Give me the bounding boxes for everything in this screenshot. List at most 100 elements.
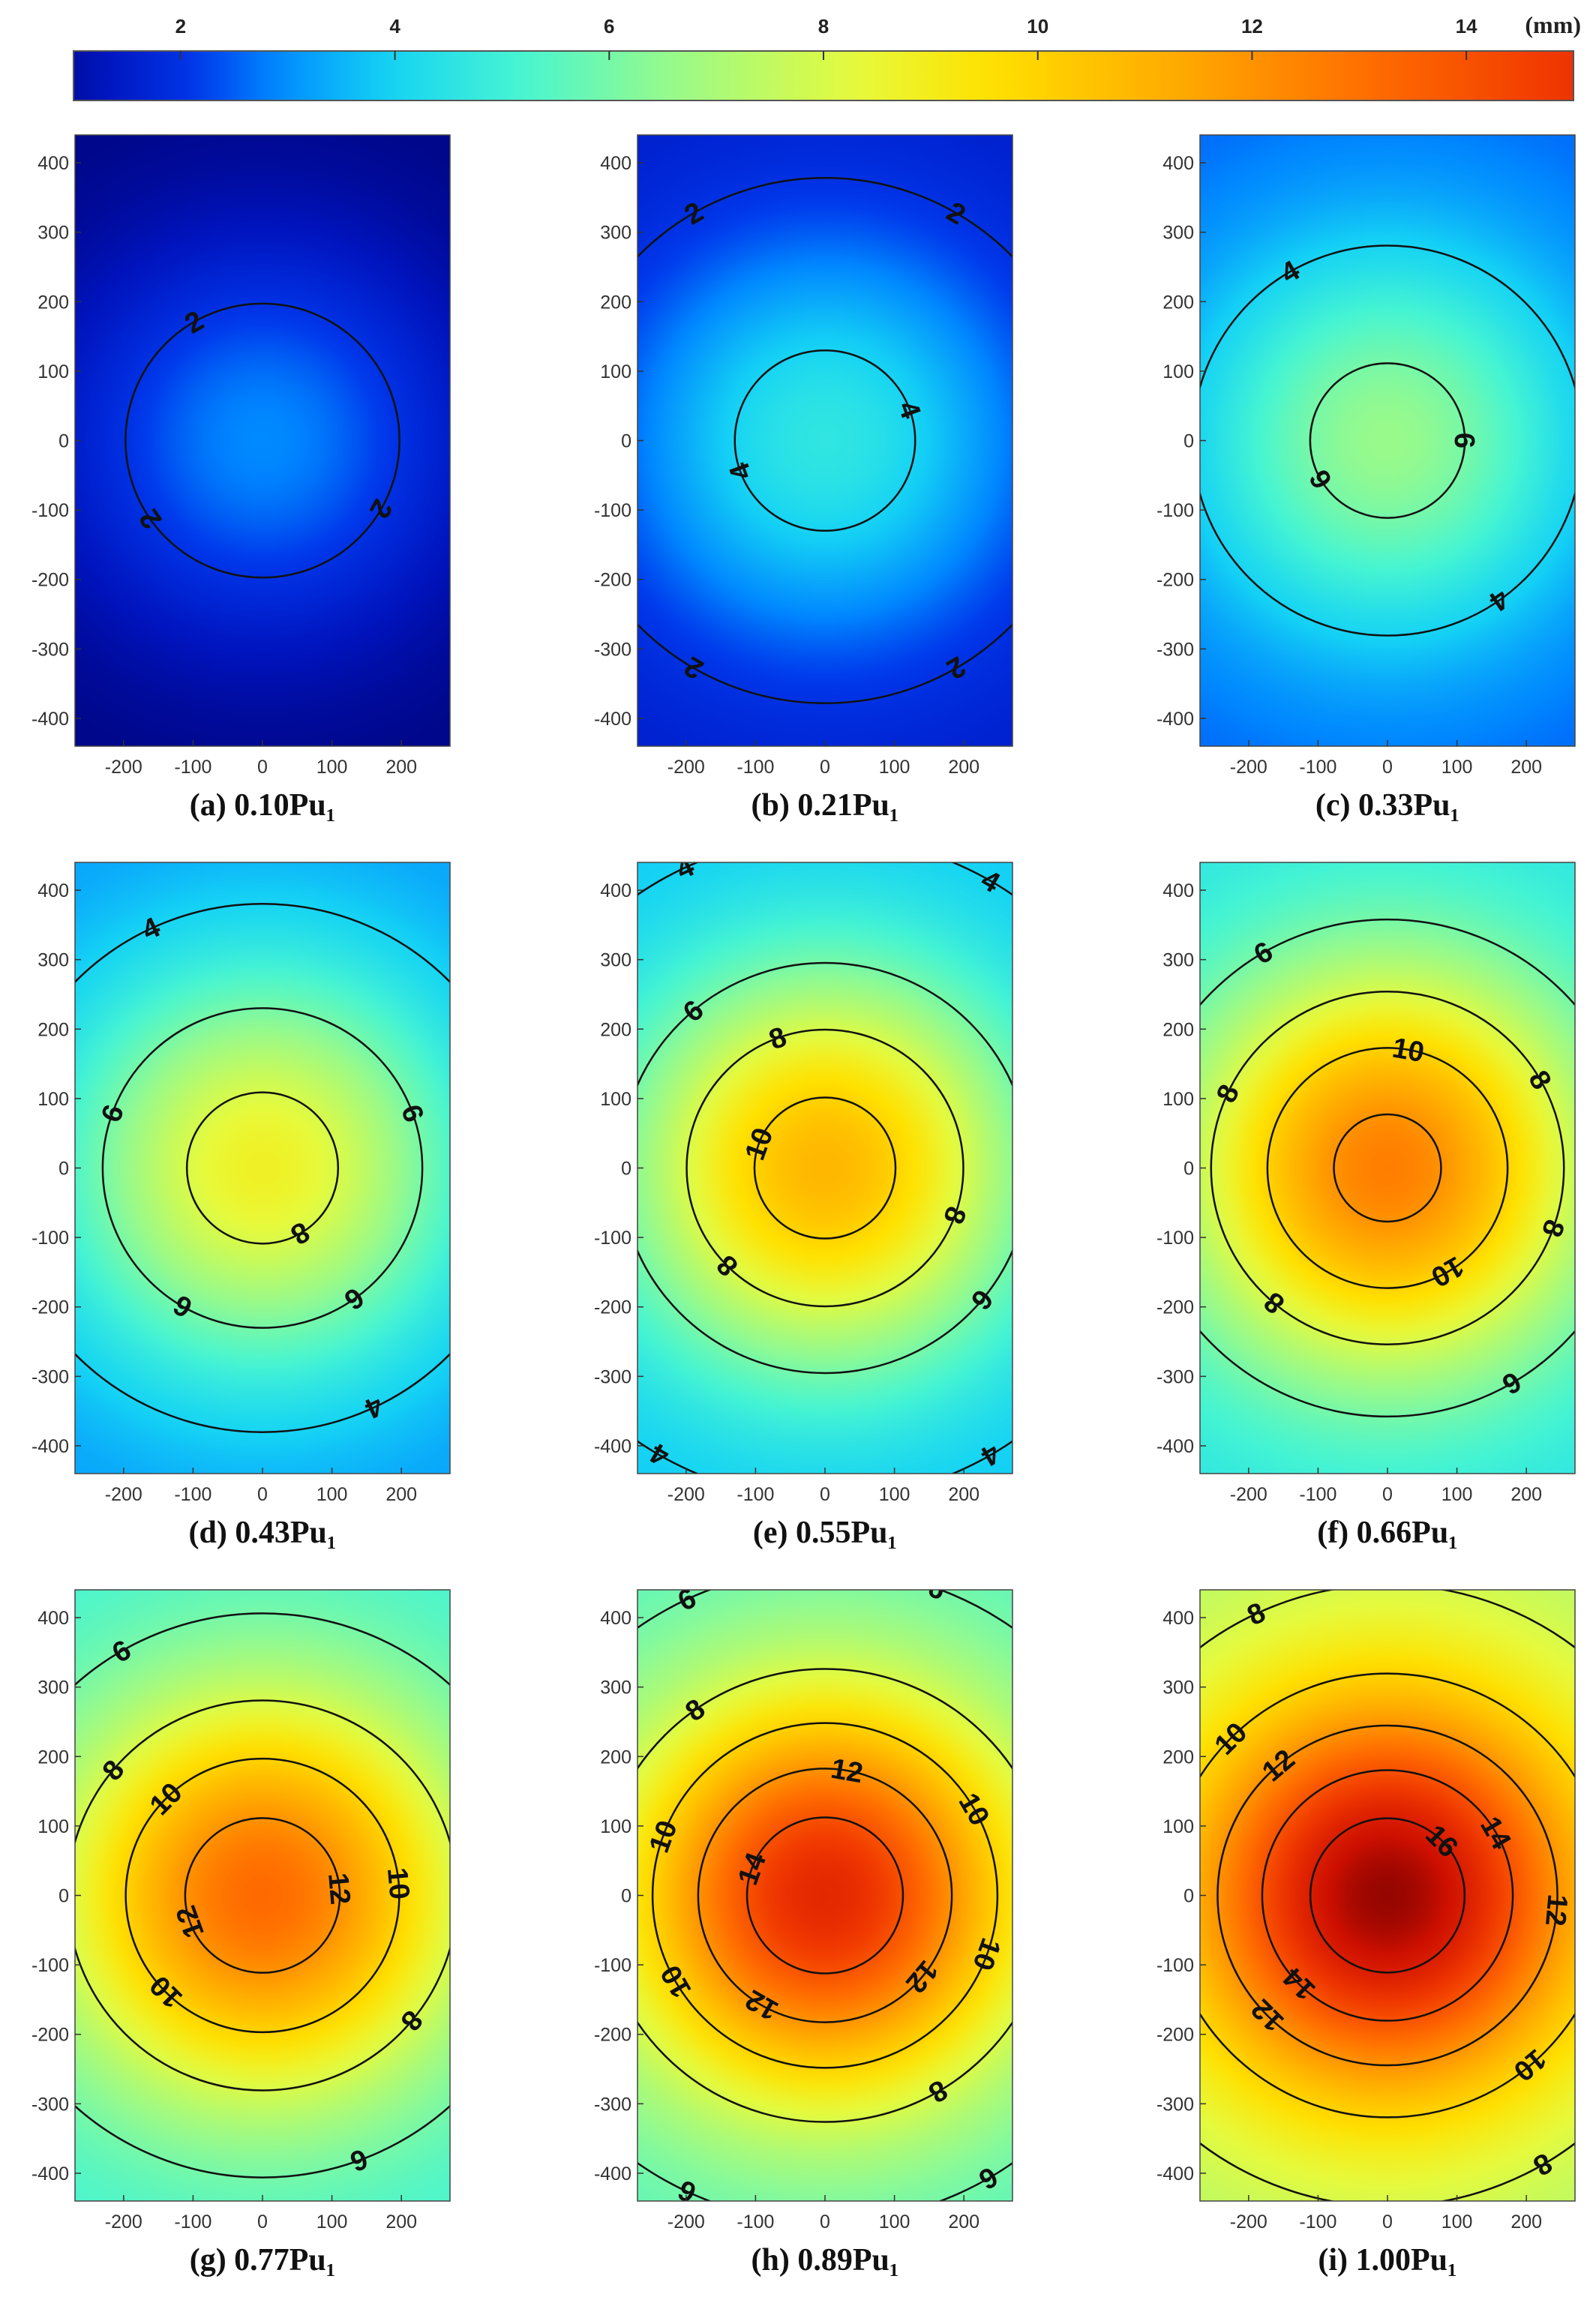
y-tick-label: 300	[1162, 1678, 1194, 1699]
y-tick-label: 100	[38, 1089, 69, 1110]
panel-caption: (f) 0.66Pu₁	[1317, 1516, 1458, 1550]
y-tick-label: -200	[594, 1297, 632, 1318]
y-tick-label: -200	[32, 2025, 69, 2046]
x-tick-label: 100	[316, 757, 348, 778]
y-tick-label: 400	[38, 1608, 69, 1629]
panel-caption: (c) 0.33Pu₁	[1316, 788, 1460, 823]
y-tick-label: 100	[38, 1816, 69, 1837]
x-tick-label: 0	[820, 1484, 830, 1505]
y-tick-label: 400	[600, 1608, 632, 1629]
contour-line	[638, 177, 1012, 704]
y-tick-label: -300	[594, 639, 632, 660]
y-tick-label: 400	[1162, 153, 1194, 174]
x-tick-label: 100	[1442, 1484, 1473, 1505]
y-tick-label: -300	[1156, 2094, 1194, 2115]
x-tick-label: 0	[257, 2212, 268, 2233]
x-tick-label: 0	[820, 2212, 830, 2233]
y-tick-label: 300	[1162, 950, 1194, 971]
x-tick-label: 200	[948, 1484, 980, 1505]
x-tick-label: 200	[948, 2212, 980, 2233]
y-tick-label: 0	[621, 431, 632, 452]
heatmap-field	[638, 135, 1012, 746]
panel-caption: (g) 0.77Pu₁	[190, 2243, 336, 2278]
x-tick-label: -100	[174, 1484, 212, 1505]
y-tick-label: 400	[1162, 880, 1194, 901]
y-tick-label: 0	[621, 1159, 632, 1180]
colorbar-tick-label: 10	[1027, 15, 1048, 37]
heatmap-field	[638, 862, 1012, 1474]
x-tick-label: 100	[879, 2212, 910, 2233]
y-tick-label: 0	[58, 431, 69, 452]
y-tick-label: -100	[32, 1955, 69, 1976]
y-tick-label: -300	[32, 639, 69, 660]
y-tick-label: -300	[32, 2094, 69, 2115]
y-tick-label: -100	[594, 1955, 632, 1976]
x-tick-label: -200	[105, 2212, 142, 2233]
x-tick-label: 200	[1510, 2212, 1542, 2233]
contour-label: 12	[829, 1753, 866, 1790]
y-tick-label: 300	[600, 223, 632, 244]
colorbar-tick-label: 14	[1456, 15, 1478, 37]
heatmap-field	[638, 1590, 1012, 2201]
contour-line	[1216, 1724, 1558, 2067]
y-tick-label: 300	[38, 950, 69, 971]
y-tick-label: 200	[600, 1019, 632, 1040]
y-tick-label: 0	[1184, 431, 1194, 452]
x-tick-label: -100	[174, 2212, 212, 2233]
x-tick-label: 0	[820, 757, 830, 778]
contour-line	[686, 1028, 964, 1308]
x-tick-label: 0	[257, 757, 268, 778]
panel-caption: (e) 0.55Pu₁	[753, 1516, 897, 1550]
y-tick-label: -200	[1156, 570, 1194, 591]
contour-line	[1210, 991, 1565, 1345]
x-tick-label: 100	[316, 2212, 348, 2233]
colorbar-tick-label: 8	[818, 15, 829, 37]
y-tick-label: -400	[594, 1436, 632, 1457]
y-tick-label: -400	[594, 709, 632, 730]
panel-f: 6688881010-400-300-200-1000100200300400-…	[1156, 862, 1576, 1550]
y-tick-label: 400	[600, 153, 632, 174]
x-tick-label: -200	[1230, 2212, 1268, 2233]
x-tick-label: -100	[736, 2212, 774, 2233]
y-tick-label: -400	[594, 2164, 632, 2185]
x-tick-label: 0	[1382, 1484, 1393, 1505]
y-tick-label: -400	[32, 1436, 69, 1457]
y-tick-label: 100	[1162, 1089, 1194, 1110]
y-tick-label: -100	[594, 1228, 632, 1249]
colorbar: 2 4 6 8 10 12 14 (mm)	[73, 11, 1581, 101]
y-tick-label: -400	[1156, 1436, 1194, 1457]
contour-line	[697, 1768, 953, 2023]
y-tick-label: 200	[1162, 1019, 1194, 1040]
y-tick-label: -100	[32, 500, 69, 521]
panel-h: 6 66 6881010101012121214-400-300-200-10001…	[594, 1589, 1013, 2278]
x-tick-label: -200	[1230, 1484, 1268, 1505]
y-tick-label: 100	[600, 361, 632, 382]
y-tick-label: 100	[600, 1816, 632, 1837]
panel-e: 4 44 46688810-400-300-200-1000100200300400…	[594, 862, 1013, 1550]
x-tick-label: -100	[1299, 1484, 1336, 1505]
contour-line	[1333, 1113, 1442, 1223]
y-tick-label: 100	[600, 1089, 632, 1110]
x-tick-label: -200	[105, 757, 142, 778]
heatmap-field	[75, 1590, 450, 2201]
contour-line	[75, 1699, 450, 2092]
contour-line	[638, 961, 1012, 1375]
y-tick-label: -300	[1156, 1366, 1194, 1387]
x-tick-label: -100	[174, 757, 212, 778]
x-tick-label: 100	[316, 1484, 348, 1505]
colorbar-tick-label: 12	[1241, 15, 1263, 37]
y-tick-label: 0	[621, 1886, 632, 1907]
x-tick-label: 100	[879, 1484, 910, 1505]
y-tick-label: -200	[1156, 1297, 1194, 1318]
y-tick-label: 400	[600, 880, 632, 901]
x-tick-label: -100	[1299, 2212, 1336, 2233]
panel-i: 881010121212141416-400-300-200-100010020…	[1156, 1589, 1576, 2278]
y-tick-label: -300	[594, 2094, 632, 2115]
panel-g: 66881010101212-400-300-200-1000100200300…	[32, 1589, 451, 2278]
colorbar-tick-label: 6	[604, 15, 614, 37]
panel-b: 2 22 244-400-300-200-1000100200300400-200-…	[594, 134, 1013, 823]
contour-line	[184, 1817, 341, 1974]
y-tick-label: 100	[38, 361, 69, 382]
